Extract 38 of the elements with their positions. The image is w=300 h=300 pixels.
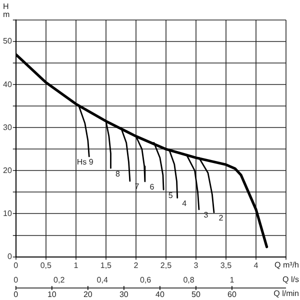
x-tick-label: 3,5 xyxy=(220,260,232,270)
x2-tick-label: 0,8 xyxy=(183,275,195,284)
x-tick-label: 4 xyxy=(254,260,259,270)
text: 50 xyxy=(192,290,201,300)
x-tick-label: 1 xyxy=(74,260,79,270)
y-tick-label: 40 xyxy=(2,80,12,89)
series-label: 8 xyxy=(116,169,121,178)
text: Q l/min xyxy=(274,289,299,298)
y-tick-label: 30 xyxy=(2,122,12,132)
text: 60 xyxy=(228,290,237,300)
y-axis-title: H m xyxy=(3,2,10,20)
x-tick-label: 1,5 xyxy=(100,260,112,270)
text: 10 xyxy=(47,290,57,300)
x2-tick-label: 0,6 xyxy=(140,275,152,284)
series-label: 5 xyxy=(168,190,174,200)
x-tick-label: 0,5 xyxy=(40,260,52,270)
text: 30 xyxy=(119,290,129,300)
series-label: 4 xyxy=(182,199,188,208)
series-label: 6 xyxy=(150,182,155,192)
x2-tick-label: 0 xyxy=(14,275,19,284)
text: 40 xyxy=(156,290,165,300)
series-label: 2 xyxy=(218,214,224,223)
x-tick-label: 3 xyxy=(194,260,199,270)
x2-tick-label: 1 xyxy=(230,275,235,284)
x2-tick-label: 0,2 xyxy=(54,275,66,284)
text: 0 xyxy=(14,290,19,300)
y-tick-label: 0 xyxy=(7,252,12,262)
y-tick-label: 50 xyxy=(2,36,12,46)
text: 20 xyxy=(83,290,93,300)
x-axis-title: Q m³/h xyxy=(274,260,299,270)
x-tick-label: 0 xyxy=(14,260,19,270)
x-tick-label: 2 xyxy=(134,260,139,270)
x2-axis-title: Q l/s xyxy=(282,274,299,284)
x-tick-label: 2,5 xyxy=(160,260,172,270)
x2-tick-label: 0,4 xyxy=(96,275,108,284)
series-label: Hs 9 xyxy=(76,158,94,167)
y-tick-label: 10 xyxy=(2,208,12,218)
y-tick-label: 20 xyxy=(2,166,12,175)
